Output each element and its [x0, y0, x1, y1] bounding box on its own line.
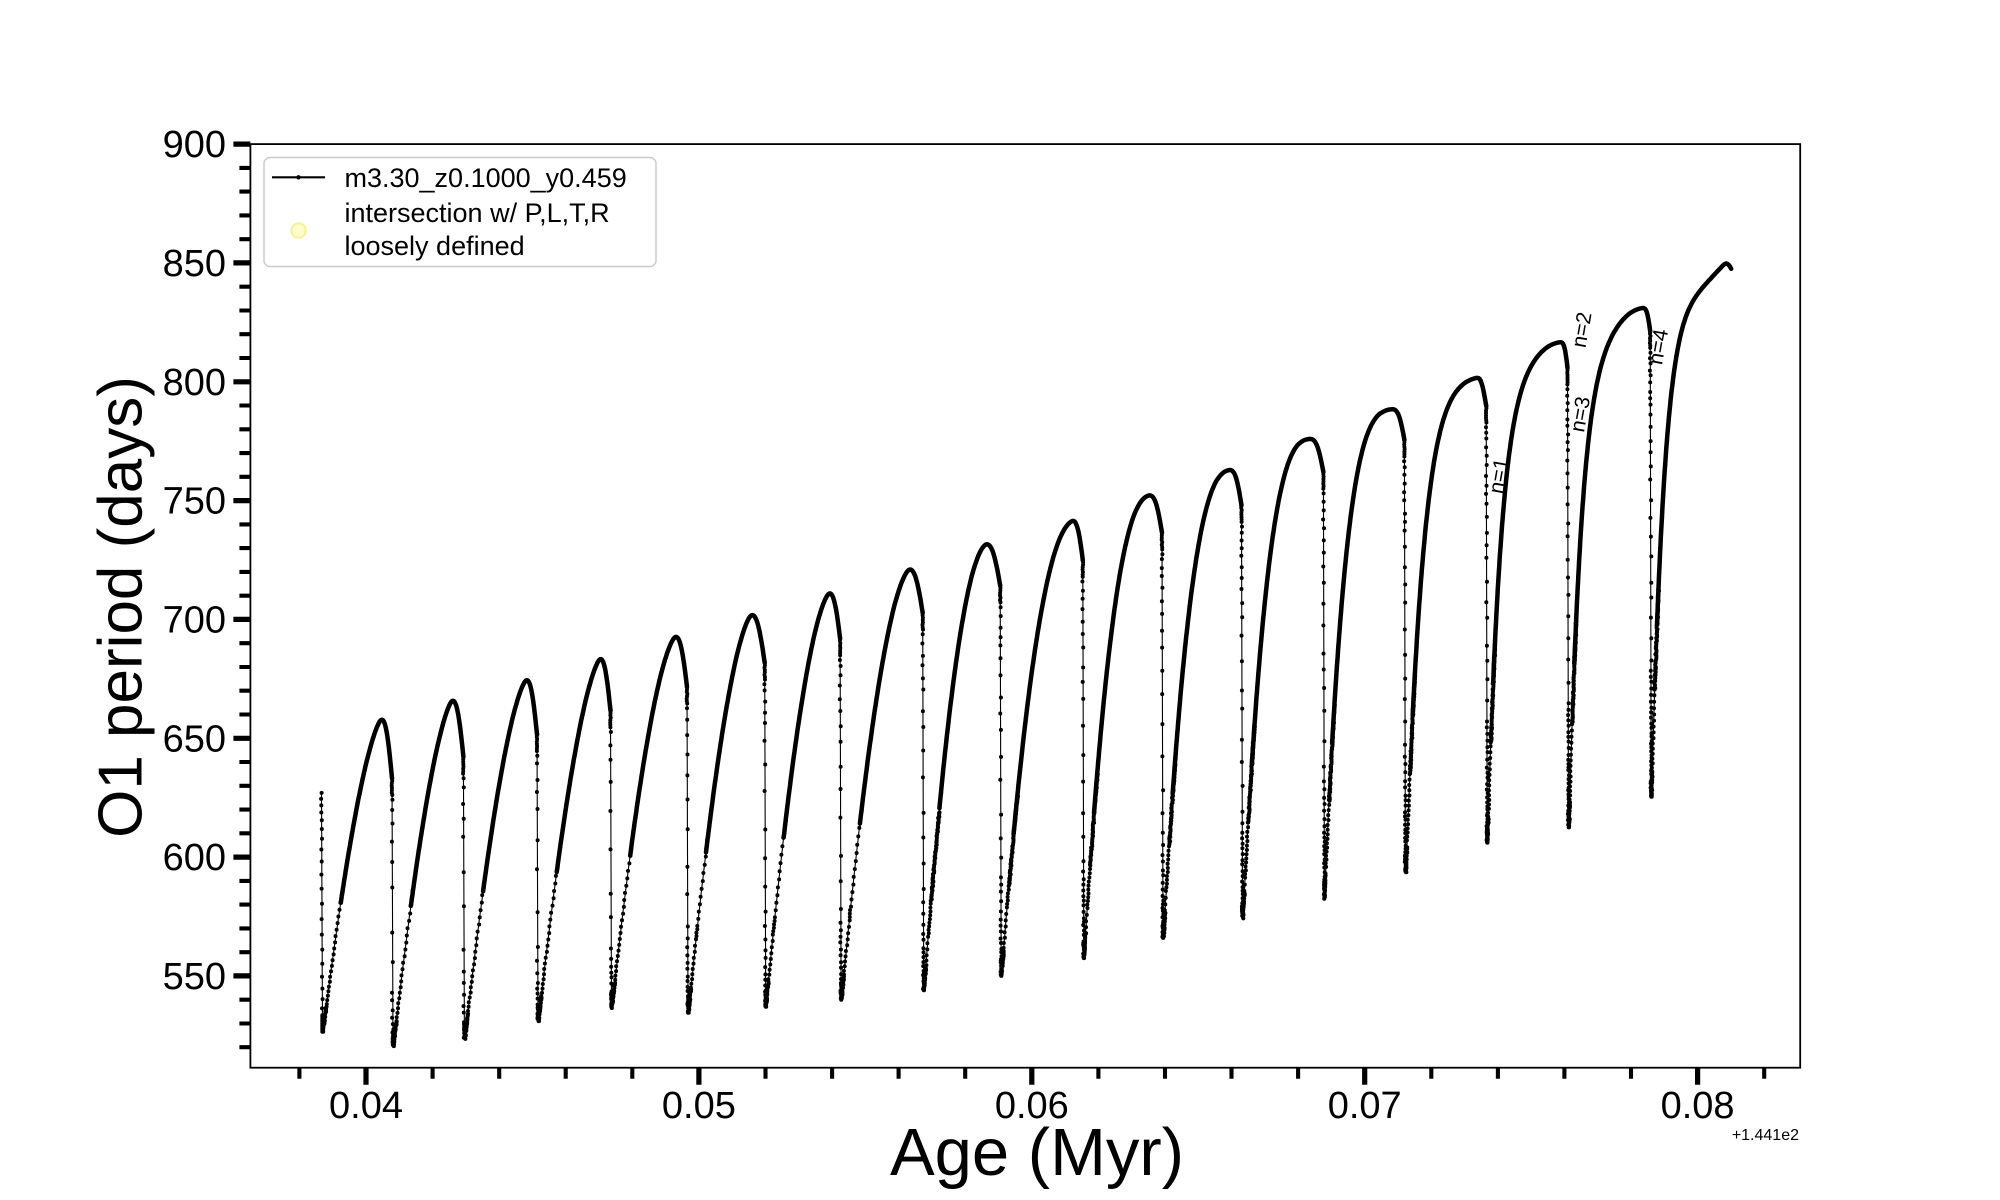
svg-text:650: 650 — [163, 718, 226, 760]
svg-text:600: 600 — [163, 837, 226, 879]
svg-text:800: 800 — [163, 362, 226, 404]
svg-text:0.05: 0.05 — [662, 1085, 736, 1127]
svg-text:m3.30_z0.1000_y0.459: m3.30_z0.1000_y0.459 — [345, 163, 627, 193]
svg-text:0.08: 0.08 — [1661, 1085, 1735, 1127]
svg-text:Age (Myr): Age (Myr) — [890, 1115, 1184, 1190]
svg-text:intersection w/ P,L,T,R: intersection w/ P,L,T,R — [345, 198, 610, 228]
svg-text:loosely defined: loosely defined — [345, 231, 525, 261]
svg-text:900: 900 — [163, 124, 226, 166]
svg-text:0.06: 0.06 — [995, 1085, 1069, 1127]
svg-text:850: 850 — [163, 243, 226, 285]
svg-text:0.04: 0.04 — [329, 1085, 403, 1127]
svg-text:550: 550 — [163, 956, 226, 998]
svg-text:O1 period (days): O1 period (days) — [87, 376, 156, 838]
svg-text:+1.441e2: +1.441e2 — [1732, 1127, 1799, 1144]
svg-text:0.07: 0.07 — [1328, 1085, 1402, 1127]
svg-text:700: 700 — [163, 599, 226, 641]
svg-text:750: 750 — [163, 481, 226, 523]
